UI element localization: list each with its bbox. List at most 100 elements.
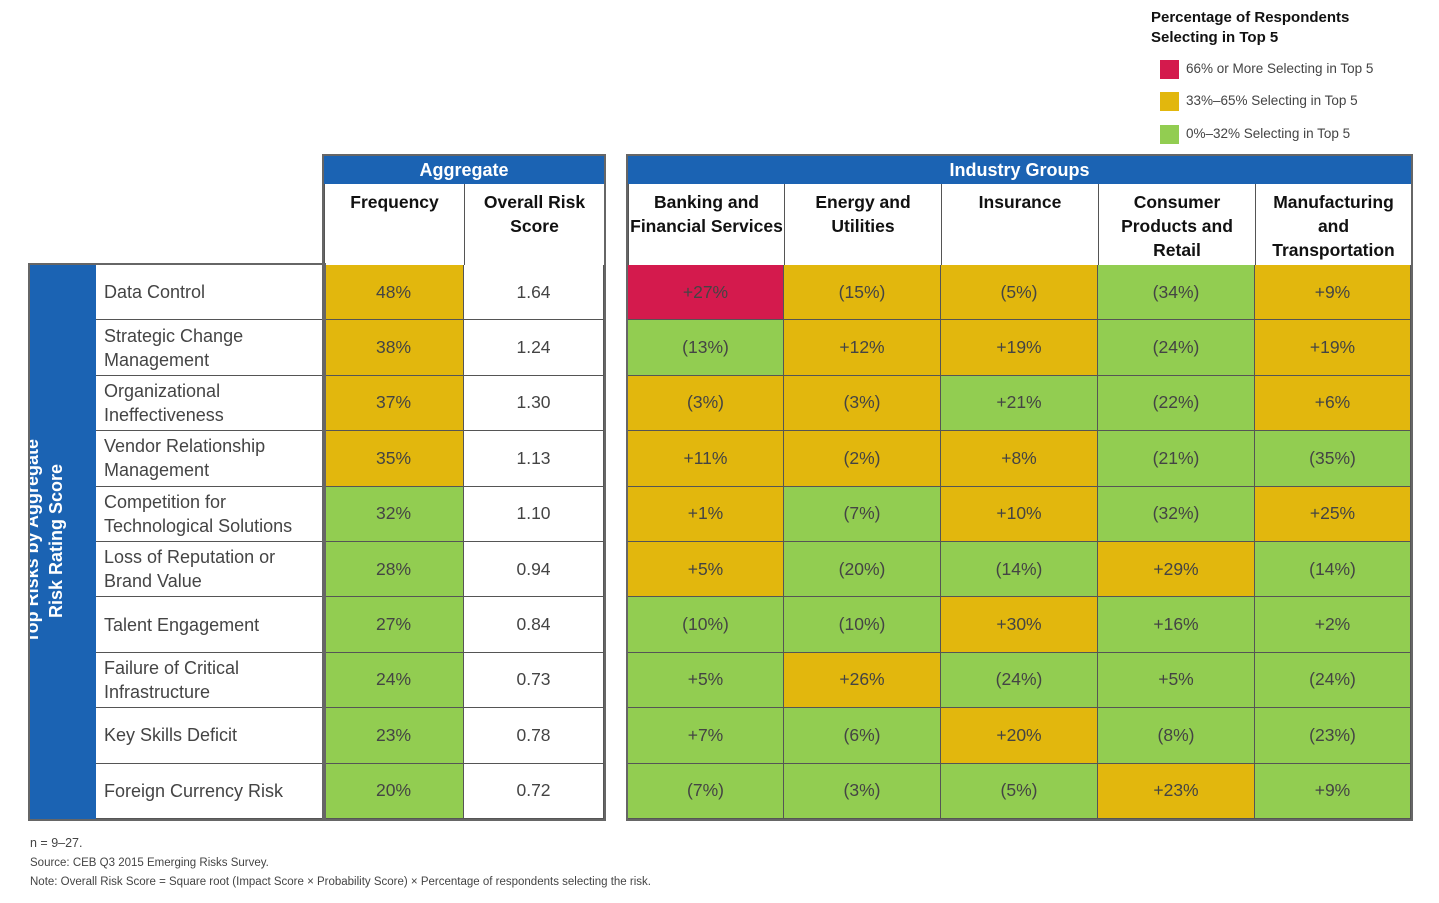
risk-name: Vendor Relationship Management (96, 431, 324, 487)
legend-title: Percentage of Respondents Selecting in T… (1151, 9, 1350, 46)
frequency-cell: 37% (324, 375, 464, 432)
frequency-cell: 23% (324, 708, 464, 764)
industry-cell-manufacturing: +19% (1255, 320, 1411, 376)
industry-cell-energy: (10%) (784, 597, 941, 653)
risk-name: Loss of Reputation or Brand Value (96, 542, 324, 598)
industry-cell-consumer: (21%) (1098, 431, 1255, 487)
industry-cell-energy: +26% (784, 652, 941, 709)
industry-cell-banking: (13%) (628, 320, 784, 376)
risk-name: Strategic Change Management (96, 320, 324, 376)
frequency-cell: 27% (324, 597, 464, 653)
overall-risk-score-cell: 1.13 (464, 431, 604, 487)
overall-risk-score-cell: 0.94 (464, 542, 604, 598)
industry-cell-energy: (7%) (784, 486, 941, 542)
industry-cell-consumer: +29% (1098, 542, 1255, 598)
frequency-cell: 32% (324, 486, 464, 542)
industry-cell-insurance: (24%) (941, 652, 1098, 709)
industry-cell-consumer: (32%) (1098, 486, 1255, 542)
legend-swatch-yellow (1160, 92, 1179, 111)
overall-risk-score-cell: 0.72 (464, 763, 604, 819)
industry-cell-consumer: (8%) (1098, 708, 1255, 764)
industry-cell-consumer: +16% (1098, 597, 1255, 653)
aggregate-header: Aggregate (324, 156, 604, 184)
overall-risk-score-cell: 0.73 (464, 652, 604, 709)
frequency-cell: 24% (324, 652, 464, 709)
industry-cell-consumer: (22%) (1098, 375, 1255, 432)
industry-cell-banking: (3%) (628, 375, 784, 432)
frequency-cell: 20% (324, 763, 464, 819)
industry-cell-consumer: (24%) (1098, 320, 1255, 376)
frequency-cell: 38% (324, 320, 464, 376)
industry-cell-banking: +5% (628, 652, 784, 709)
industry-cell-insurance: +8% (941, 431, 1098, 487)
legend: Percentage of Respondents Selecting in T… (1151, 8, 1373, 144)
risk-name: Key Skills Deficit (96, 708, 324, 764)
sample-size-note: n = 9–27. (30, 836, 83, 850)
industry-groups-header: Industry Groups (628, 156, 1411, 184)
industry-cell-consumer: (34%) (1098, 265, 1255, 321)
industry-cell-manufacturing: (23%) (1255, 708, 1411, 764)
industry-cell-consumer: +23% (1098, 763, 1255, 819)
legend-label: 33%–65% Selecting in Top 5 (1186, 93, 1358, 109)
overall-risk-score-cell: 1.64 (464, 265, 604, 321)
risk-name: Talent Engagement (96, 597, 324, 653)
frequency-cell: 48% (324, 265, 464, 321)
risk-name: Data Control (96, 265, 324, 321)
industry-cell-insurance: +20% (941, 708, 1098, 764)
industry-cell-manufacturing: +9% (1255, 763, 1411, 819)
industry-cell-energy: (3%) (784, 763, 941, 819)
legend-label: 66% or More Selecting in Top 5 (1186, 61, 1374, 77)
row-axis-label: Top Risks by Aggregate Risk Rating Score (22, 438, 66, 644)
legend-swatch-red (1160, 60, 1179, 79)
industry-cell-insurance: (14%) (941, 542, 1098, 598)
score-definition-note: Note: Overall Risk Score = Square root (… (30, 876, 651, 888)
risk-name: Failure of Critical Infrastructure (96, 653, 324, 709)
industry-cell-manufacturing: +9% (1255, 265, 1411, 321)
industry-cell-manufacturing: (35%) (1255, 431, 1411, 487)
industry-cell-manufacturing: +6% (1255, 375, 1411, 432)
overall-risk-score-cell: 0.78 (464, 708, 604, 764)
overall-risk-score-cell: 1.10 (464, 486, 604, 542)
column-header-manufacturing: Manufacturing and Transportation (1255, 184, 1411, 265)
industry-cell-energy: +12% (784, 320, 941, 376)
industry-cell-banking: +1% (628, 486, 784, 542)
industry-cell-consumer: +5% (1098, 652, 1255, 709)
industry-cell-manufacturing: +2% (1255, 597, 1411, 653)
column-header-banking: Banking and Financial Services (628, 184, 784, 265)
industry-cell-energy: (6%) (784, 708, 941, 764)
legend-label: 0%–32% Selecting in Top 5 (1186, 126, 1351, 142)
industry-cell-banking: +11% (628, 431, 784, 487)
industry-cell-insurance: +19% (941, 320, 1098, 376)
risk-name: Competition for Technological Solutions (96, 487, 324, 542)
industry-cell-energy: (15%) (784, 265, 941, 321)
industry-cell-banking: +7% (628, 708, 784, 764)
industry-cell-banking: (10%) (628, 597, 784, 653)
overall-risk-score-cell: 0.84 (464, 597, 604, 653)
industry-cell-insurance: (5%) (941, 763, 1098, 819)
row-axis-band (30, 265, 96, 819)
industry-cell-insurance: +30% (941, 597, 1098, 653)
risk-name: Organizational Ineffectiveness (96, 376, 324, 432)
industry-cell-insurance: +10% (941, 486, 1098, 542)
column-header-consumer: Consumer Products and Retail (1098, 184, 1255, 265)
industry-cell-manufacturing: +25% (1255, 486, 1411, 542)
column-header-overall-risk-score: Overall Risk Score (464, 184, 604, 265)
risk-name: Foreign Currency Risk (96, 764, 324, 819)
legend-item-yellow: 33%–65% Selecting in Top 5 (1160, 92, 1358, 111)
industry-cell-banking: +5% (628, 542, 784, 598)
industry-cell-energy: (3%) (784, 375, 941, 432)
overall-risk-score-cell: 1.24 (464, 320, 604, 376)
frequency-cell: 28% (324, 542, 464, 598)
industry-cell-insurance: +21% (941, 375, 1098, 432)
legend-item-red: 66% or More Selecting in Top 5 (1160, 60, 1373, 79)
industry-cell-banking: +27% (628, 265, 784, 321)
source-note: Source: CEB Q3 2015 Emerging Risks Surve… (30, 857, 269, 869)
industry-cell-energy: (2%) (784, 431, 941, 487)
industry-cell-energy: (20%) (784, 542, 941, 598)
industry-cell-manufacturing: (14%) (1255, 542, 1411, 598)
overall-risk-score-cell: 1.30 (464, 375, 604, 432)
industry-cell-banking: (7%) (628, 763, 784, 819)
column-header-frequency: Frequency (324, 184, 464, 265)
industry-cell-manufacturing: (24%) (1255, 652, 1411, 709)
column-header-insurance: Insurance (941, 184, 1098, 265)
